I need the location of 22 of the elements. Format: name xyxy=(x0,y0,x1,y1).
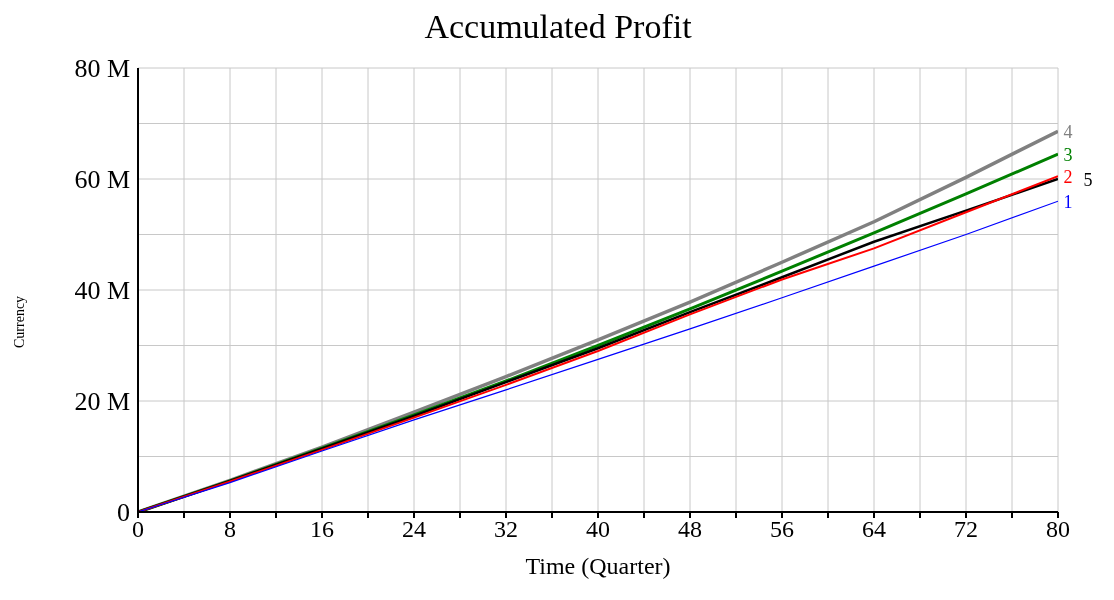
y-axis-title: Currency xyxy=(12,295,28,348)
y-tick-label: 20 M xyxy=(74,387,130,417)
series-label: 1 xyxy=(1063,192,1073,213)
series-label: 4 xyxy=(1063,122,1073,143)
x-tick-label: 24 xyxy=(402,516,426,543)
chart-title: Accumulated Profit xyxy=(423,8,693,47)
x-tick-label: 80 xyxy=(1046,516,1070,543)
y-tick-label: 60 M xyxy=(74,165,130,195)
y-tick-label: 40 M xyxy=(74,276,130,306)
x-tick-label: 16 xyxy=(310,516,334,543)
x-tick-label: 40 xyxy=(586,516,610,543)
x-tick-label: 32 xyxy=(494,516,518,543)
x-tick-label: 48 xyxy=(678,516,702,543)
series-label: 5 xyxy=(1083,170,1093,190)
x-tick-label: 64 xyxy=(862,516,886,543)
x-tick-label: 72 xyxy=(954,516,978,543)
series-label: 3 xyxy=(1063,145,1073,166)
x-tick-label: 8 xyxy=(224,516,236,543)
y-tick-label: 80 M xyxy=(74,54,130,84)
x-tick-label: 56 xyxy=(770,516,794,543)
series-label: 2 xyxy=(1063,167,1073,188)
x-axis-title: Time (Quarter) xyxy=(525,553,671,579)
